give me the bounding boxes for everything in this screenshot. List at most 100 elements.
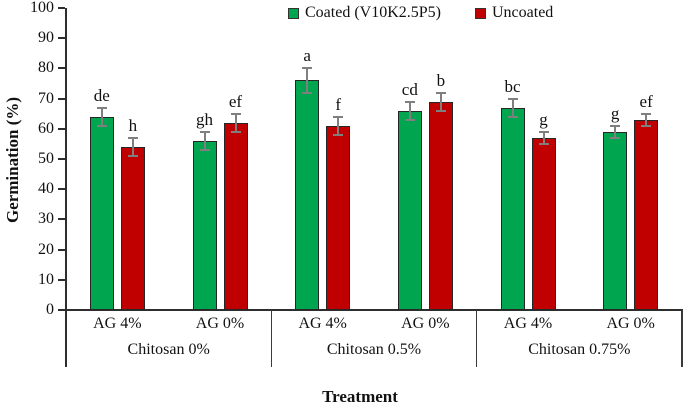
legend-swatch-uncoated-icon [474, 7, 486, 19]
x-axis-line [65, 309, 683, 311]
error-cap-bottom-uncoated-g1-ag4 [127, 154, 138, 157]
error-bar-uncoated-g1-ag0 [234, 113, 237, 132]
error-bar-uncoated-g3-ag0 [645, 113, 648, 126]
error-cap-bottom-uncoated-g2-ag4 [333, 133, 344, 136]
significance-letter-uncoated-g3-ag4: g [539, 109, 548, 129]
y-axis-tick-label: 10 [38, 270, 54, 288]
subgroup-label-ag: AG 0% [195, 315, 245, 332]
bar-uncoated-g1-ag0 [223, 122, 248, 310]
error-bar-coated-g1-ag4 [100, 107, 103, 126]
error-bar-coated-g1-ag0 [203, 131, 206, 150]
error-cap-bottom-coated-g1-ag0 [199, 148, 210, 151]
subgroup-label-ag: AG 4% [298, 315, 347, 332]
bar-coated-g2-ag4 [295, 80, 320, 310]
bar-uncoated-g2-ag4 [326, 125, 351, 310]
error-bar-coated-g3-ag0 [614, 125, 617, 138]
bar-coated-g1-ag0 [192, 140, 217, 310]
error-cap-bottom-uncoated-g2-ag0 [435, 109, 446, 112]
subgroup-label-ag: AG 4% [93, 315, 142, 332]
y-axis-tick-label: 40 [38, 180, 54, 198]
legend-item-coated: Coated (V10K2.5P5) [288, 4, 441, 22]
y-axis-tick-label: 50 [38, 150, 54, 167]
legend-label-uncoated: Uncoated [491, 4, 554, 21]
y-axis-tick [58, 309, 65, 311]
significance-letter-coated-g3-ag0: g [610, 103, 620, 123]
y-axis-tick [58, 37, 65, 40]
subgroup-label-ag: AG 4% [503, 315, 553, 332]
y-axis-tick [58, 97, 65, 100]
bar-coated-g3-ag4 [500, 107, 525, 310]
significance-letter-uncoated-g2-ag4: f [335, 94, 341, 114]
error-cap-top-coated-g1-ag0 [199, 130, 210, 133]
y-axis-tick-label: 100 [30, 0, 54, 16]
error-cap-top-coated-g2-ag0 [404, 100, 415, 103]
bar-coated-g2-ag0 [397, 110, 422, 310]
error-cap-bottom-coated-g1-ag4 [96, 124, 107, 127]
significance-letter-coated-g3-ag4: bc [504, 76, 521, 96]
error-cap-top-coated-g2-ag4 [302, 67, 313, 70]
y-axis-tick-label: 80 [38, 59, 54, 77]
significance-letter-coated-g2-ag0: cd [401, 79, 418, 99]
y-axis-tick [58, 278, 65, 281]
error-bar-uncoated-g2-ag4 [337, 116, 340, 135]
error-bar-uncoated-g2-ag0 [439, 92, 442, 111]
error-cap-top-uncoated-g3-ag0 [641, 112, 652, 115]
y-axis-tick [58, 7, 65, 9]
y-axis-tick-label: 60 [38, 119, 54, 137]
group-label-chitosan: Chitosan 0.75% [528, 341, 631, 358]
y-axis-tick [58, 218, 65, 221]
error-cap-bottom-uncoated-g3-ag0 [641, 124, 652, 127]
legend-label-coated: Coated (V10K2.5P5) [305, 4, 441, 21]
bar-uncoated-g3-ag4 [531, 137, 556, 310]
significance-letter-uncoated-g1-ag4: h [128, 115, 138, 135]
y-axis-tick [58, 127, 65, 130]
error-cap-bottom-uncoated-g1-ag0 [230, 130, 241, 133]
category-divider [475, 310, 478, 367]
significance-letter-uncoated-g2-ag0: b [436, 70, 446, 90]
error-bar-coated-g2-ag0 [408, 101, 411, 120]
error-bar-uncoated-g1-ag4 [131, 137, 134, 156]
significance-letter-uncoated-g1-ag0: ef [228, 91, 243, 111]
error-cap-top-uncoated-g3-ag4 [538, 130, 549, 133]
legend-swatch-coated-icon [288, 7, 299, 19]
error-cap-top-coated-g3-ag4 [507, 97, 518, 100]
significance-letter-uncoated-g3-ag0: ef [639, 91, 653, 111]
x-axis-title: Treatment [322, 387, 398, 406]
error-cap-bottom-coated-g2-ag4 [302, 91, 313, 94]
significance-letter-coated-g1-ag0: gh [196, 109, 213, 129]
y-axis-tick [58, 188, 65, 191]
y-axis-tick-label: 70 [38, 89, 54, 107]
y-axis-tick-label: 30 [38, 210, 54, 228]
y-axis-tick-label: 90 [38, 29, 54, 47]
error-cap-bottom-coated-g2-ag0 [404, 118, 415, 121]
significance-letter-coated-g2-ag4: a [303, 46, 311, 66]
bar-uncoated-g1-ag4 [120, 146, 145, 310]
group-label-chitosan: Chitosan 0% [127, 341, 210, 358]
error-cap-top-uncoated-g2-ag0 [435, 91, 446, 94]
y-axis-tick-label: 20 [38, 240, 54, 258]
y-axis-tick [58, 248, 65, 251]
error-bar-uncoated-g3-ag4 [542, 131, 545, 144]
significance-letter-coated-g1-ag4: de [93, 85, 110, 105]
error-cap-top-coated-g3-ag0 [610, 124, 621, 127]
subgroup-label-ag: AG 0% [606, 315, 655, 332]
bar-uncoated-g2-ag0 [428, 101, 453, 310]
chart-legend: Coated (V10K2.5P5) Uncoated [288, 4, 553, 22]
y-axis-tick [58, 158, 65, 160]
y-axis-tick [58, 67, 65, 70]
legend-item-uncoated: Uncoated [474, 4, 554, 22]
category-divider [270, 310, 273, 367]
error-cap-top-uncoated-g2-ag4 [333, 115, 344, 118]
group-label-chitosan: Chitosan 0.5% [326, 341, 422, 358]
error-cap-top-uncoated-g1-ag4 [127, 136, 138, 139]
error-cap-bottom-coated-g3-ag0 [610, 136, 621, 139]
error-cap-top-coated-g1-ag4 [96, 106, 107, 109]
category-divider-right [681, 310, 683, 367]
error-cap-bottom-coated-g3-ag4 [507, 115, 518, 118]
bar-coated-g1-ag4 [89, 116, 114, 310]
subgroup-label-ag: AG 0% [401, 315, 450, 332]
bar-uncoated-g3-ag0 [634, 119, 659, 310]
error-cap-bottom-uncoated-g3-ag4 [538, 142, 549, 145]
error-bar-coated-g2-ag4 [306, 68, 309, 93]
